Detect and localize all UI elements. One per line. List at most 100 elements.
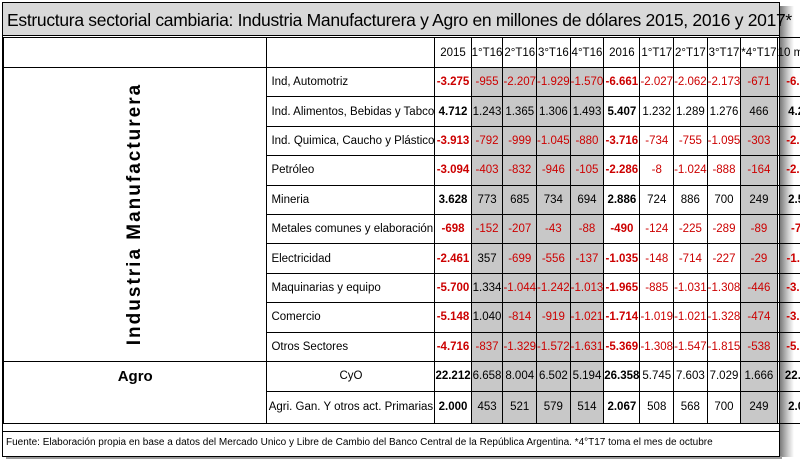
value-cell: 22.043 (776, 360, 800, 392)
value-cell: -3.275 (434, 66, 472, 98)
value-cell: 521 (502, 390, 538, 424)
value-cell: -2.207 (502, 66, 538, 98)
table-row: Otros Sectores -4.716 -837 -1.329 -1.572 -1.6… (4, 331, 800, 362)
value-cell: 1.276 (706, 96, 742, 127)
value-cell: -152 (470, 213, 504, 245)
group-label-industria: Industria Manufacturera (2, 67, 268, 362)
table-row: Petróleo -3.094 -403 -832 -946 -105 -2.286 -8 -1… (4, 155, 800, 186)
value-cell: 579 (536, 390, 571, 424)
table-row: Agri. Gan. Y otros act. Primarias 2.000 45… (4, 390, 800, 424)
value-cell: -837 (470, 331, 504, 362)
value-cell: 8.004 (502, 360, 538, 392)
value-cell: -5.369 (603, 331, 641, 362)
frame-shadow-bottom (6, 456, 782, 459)
value-cell: -1.714 (603, 302, 641, 333)
value-cell: 568 (673, 390, 708, 424)
column-header: *4°T17 (740, 37, 778, 68)
value-cell: 2.067 (603, 390, 641, 424)
value-cell: -3.094 (434, 155, 472, 186)
table-row: Mineria 3.628 773 685 734 694 2.886 724 886 700 24… (4, 184, 800, 215)
header-row: 2015 1°T16 2°T16 3°T16 4°T16 2016 1°T17 2°T17 3°… (2, 37, 800, 68)
value-cell: -1.035 (603, 243, 641, 274)
value-cell: -490 (603, 213, 641, 245)
value-cell: 700 (706, 184, 742, 215)
table-row: Metales comunes y elaboración -698 -152 -20… (4, 213, 800, 245)
value-cell: -888 (706, 155, 742, 186)
value-cell: -474 (740, 302, 778, 333)
row-label: Electricidad (266, 243, 436, 274)
value-cell: -2.062 (673, 66, 708, 98)
value-cell: 2.025 (776, 390, 800, 424)
column-header: 2°T16 (502, 37, 538, 68)
table-row: Electricidad -2.461 357 -699 -556 -137 -1.035-… (4, 243, 800, 274)
value-cell: -3.842 (776, 302, 800, 333)
value-cell: 724 (639, 184, 675, 215)
column-header: 10 meses (776, 37, 800, 68)
value-cell: -403 (470, 155, 504, 186)
value-cell: -1.572 (536, 331, 571, 362)
value-cell: 694 (569, 184, 605, 215)
column-header: 2°T17 (673, 37, 708, 68)
row-label: Comercio (266, 302, 436, 333)
group-label-agro: Agro (2, 360, 268, 424)
value-cell: -446 (740, 272, 778, 304)
row-label: Ind. Alimentos, Bebidas y Tabco (266, 96, 436, 127)
value-cell: 4.263 (776, 96, 800, 127)
value-cell: -734 (639, 125, 675, 157)
value-cell: 1.040 (470, 302, 504, 333)
value-cell: 508 (639, 390, 675, 424)
value-cell: -5.148 (434, 302, 472, 333)
value-cell: -1.547 (673, 331, 708, 362)
value-cell: -1.328 (706, 302, 742, 333)
value-cell: -1.570 (569, 66, 605, 98)
value-cell: -1.118 (776, 243, 800, 274)
value-cell: -1.024 (673, 155, 708, 186)
value-cell: -1.329 (502, 331, 538, 362)
value-cell: -105 (569, 155, 605, 186)
value-cell: -5.700 (434, 272, 472, 304)
table-row: Agro CyO 22.212 6.658 8.004 6.502 5.194 26.358 5… (2, 360, 800, 424)
value-cell: -1.308 (706, 272, 742, 304)
value-cell: -225 (673, 213, 708, 245)
value-cell: -3.716 (603, 125, 641, 157)
label-header-cell (266, 37, 436, 68)
value-cell: -755 (673, 125, 708, 157)
value-cell: -2.027 (639, 66, 675, 98)
value-cell: -3.670 (776, 272, 800, 304)
value-cell: -124 (639, 213, 675, 245)
row-label: Petróleo (266, 155, 436, 186)
value-cell: 2.886 (603, 184, 641, 215)
value-cell: -1.044 (502, 272, 538, 304)
value-cell: -1.242 (536, 272, 571, 304)
value-cell: -207 (502, 213, 538, 245)
value-cell: -880 (569, 125, 605, 157)
table-row: Maquinarias y equipo -5.700 1.334 -1.044 -1.… (4, 272, 800, 304)
column-header: 3°T16 (536, 37, 571, 68)
value-cell: -832 (502, 155, 538, 186)
value-cell: 1.232 (639, 96, 675, 127)
value-cell: 3.628 (434, 184, 472, 215)
value-cell: -88 (569, 213, 605, 245)
corner-cell (2, 37, 268, 68)
value-cell: -792 (470, 125, 504, 157)
value-cell: -43 (536, 213, 571, 245)
value-cell: 466 (740, 96, 778, 127)
value-cell: -814 (502, 302, 538, 333)
value-cell: -148 (639, 243, 675, 274)
value-cell: -2.084 (776, 155, 800, 186)
value-cell: -556 (536, 243, 571, 274)
value-cell: -699 (502, 243, 538, 274)
page-title: Estructura sectorial cambiaria: Industri… (3, 3, 792, 36)
value-cell: -5.208 (776, 331, 800, 362)
value-cell: 4.712 (434, 96, 472, 127)
value-cell: -1.045 (536, 125, 571, 157)
value-cell: -671 (740, 66, 778, 98)
value-cell: 1.493 (569, 96, 605, 127)
data-table: 2015 1°T16 2°T16 3°T16 4°T16 2016 1°T17 2°T17 3°… (2, 37, 800, 424)
row-label: Mineria (266, 184, 436, 215)
value-cell: -946 (536, 155, 571, 186)
value-cell: -919 (536, 302, 571, 333)
value-cell: 773 (470, 184, 504, 215)
value-cell: 6.658 (470, 360, 504, 392)
value-cell: -727 (776, 213, 800, 245)
